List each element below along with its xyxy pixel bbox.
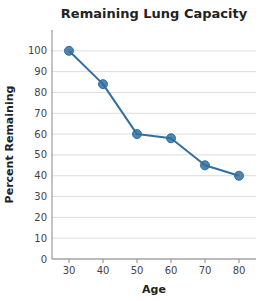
y-tick-label: 60: [34, 129, 47, 140]
y-tick-label: 30: [34, 191, 47, 202]
grid-line: [52, 134, 256, 135]
grid-line: [52, 50, 256, 51]
marker: [99, 80, 108, 89]
x-tick: [239, 259, 240, 263]
grid: [52, 51, 256, 259]
x-axis-label: Age: [142, 283, 166, 296]
series: [65, 46, 244, 180]
marker: [201, 161, 210, 170]
grid-line: [52, 259, 256, 260]
y-tick-label: 20: [34, 212, 47, 223]
marker: [65, 46, 74, 55]
y-axis-line: [52, 30, 53, 259]
marker: [133, 130, 142, 139]
x-tick: [69, 259, 70, 263]
grid-line: [52, 154, 256, 155]
y-tick-label: 80: [34, 87, 47, 98]
grid-line: [52, 217, 256, 218]
marker: [167, 134, 176, 143]
grid-line: [52, 175, 256, 176]
x-axis-line: [52, 259, 256, 260]
x-tick-label: 50: [131, 265, 144, 276]
chart-container: Remaining Lung Capacity 0 10 20 30 40 50 60 70 80…: [0, 0, 270, 301]
x-tick-label: 40: [97, 265, 110, 276]
y-tick-label: 90: [34, 66, 47, 77]
y-tick-label: 10: [34, 233, 47, 244]
grid-line: [52, 238, 256, 239]
x-tick-label: 30: [63, 265, 76, 276]
grid-line: [52, 71, 256, 72]
x-tick-label: 80: [233, 265, 246, 276]
y-tick-label: 40: [34, 170, 47, 181]
grid-line: [52, 113, 256, 114]
x-tick: [205, 259, 206, 263]
grid-line: [52, 92, 256, 93]
y-tick-label: 0: [41, 254, 47, 265]
y-axis-label: Percent Remaining: [3, 86, 16, 204]
chart: Remaining Lung Capacity 0 10 20 30 40 50 60 70 80…: [0, 0, 270, 301]
x-tick-label: 70: [199, 265, 212, 276]
grid-line: [52, 196, 256, 197]
title: Remaining Lung Capacity: [61, 6, 248, 21]
y-tick-label: 100: [28, 45, 47, 56]
x-tick: [103, 259, 104, 263]
line: [69, 51, 239, 176]
marker: [235, 171, 244, 180]
x-tick: [171, 259, 172, 263]
x-tick-label: 60: [165, 265, 178, 276]
y-tick-label: 70: [34, 108, 47, 119]
y-tick-label: 50: [34, 149, 47, 160]
x-tick: [137, 259, 138, 263]
